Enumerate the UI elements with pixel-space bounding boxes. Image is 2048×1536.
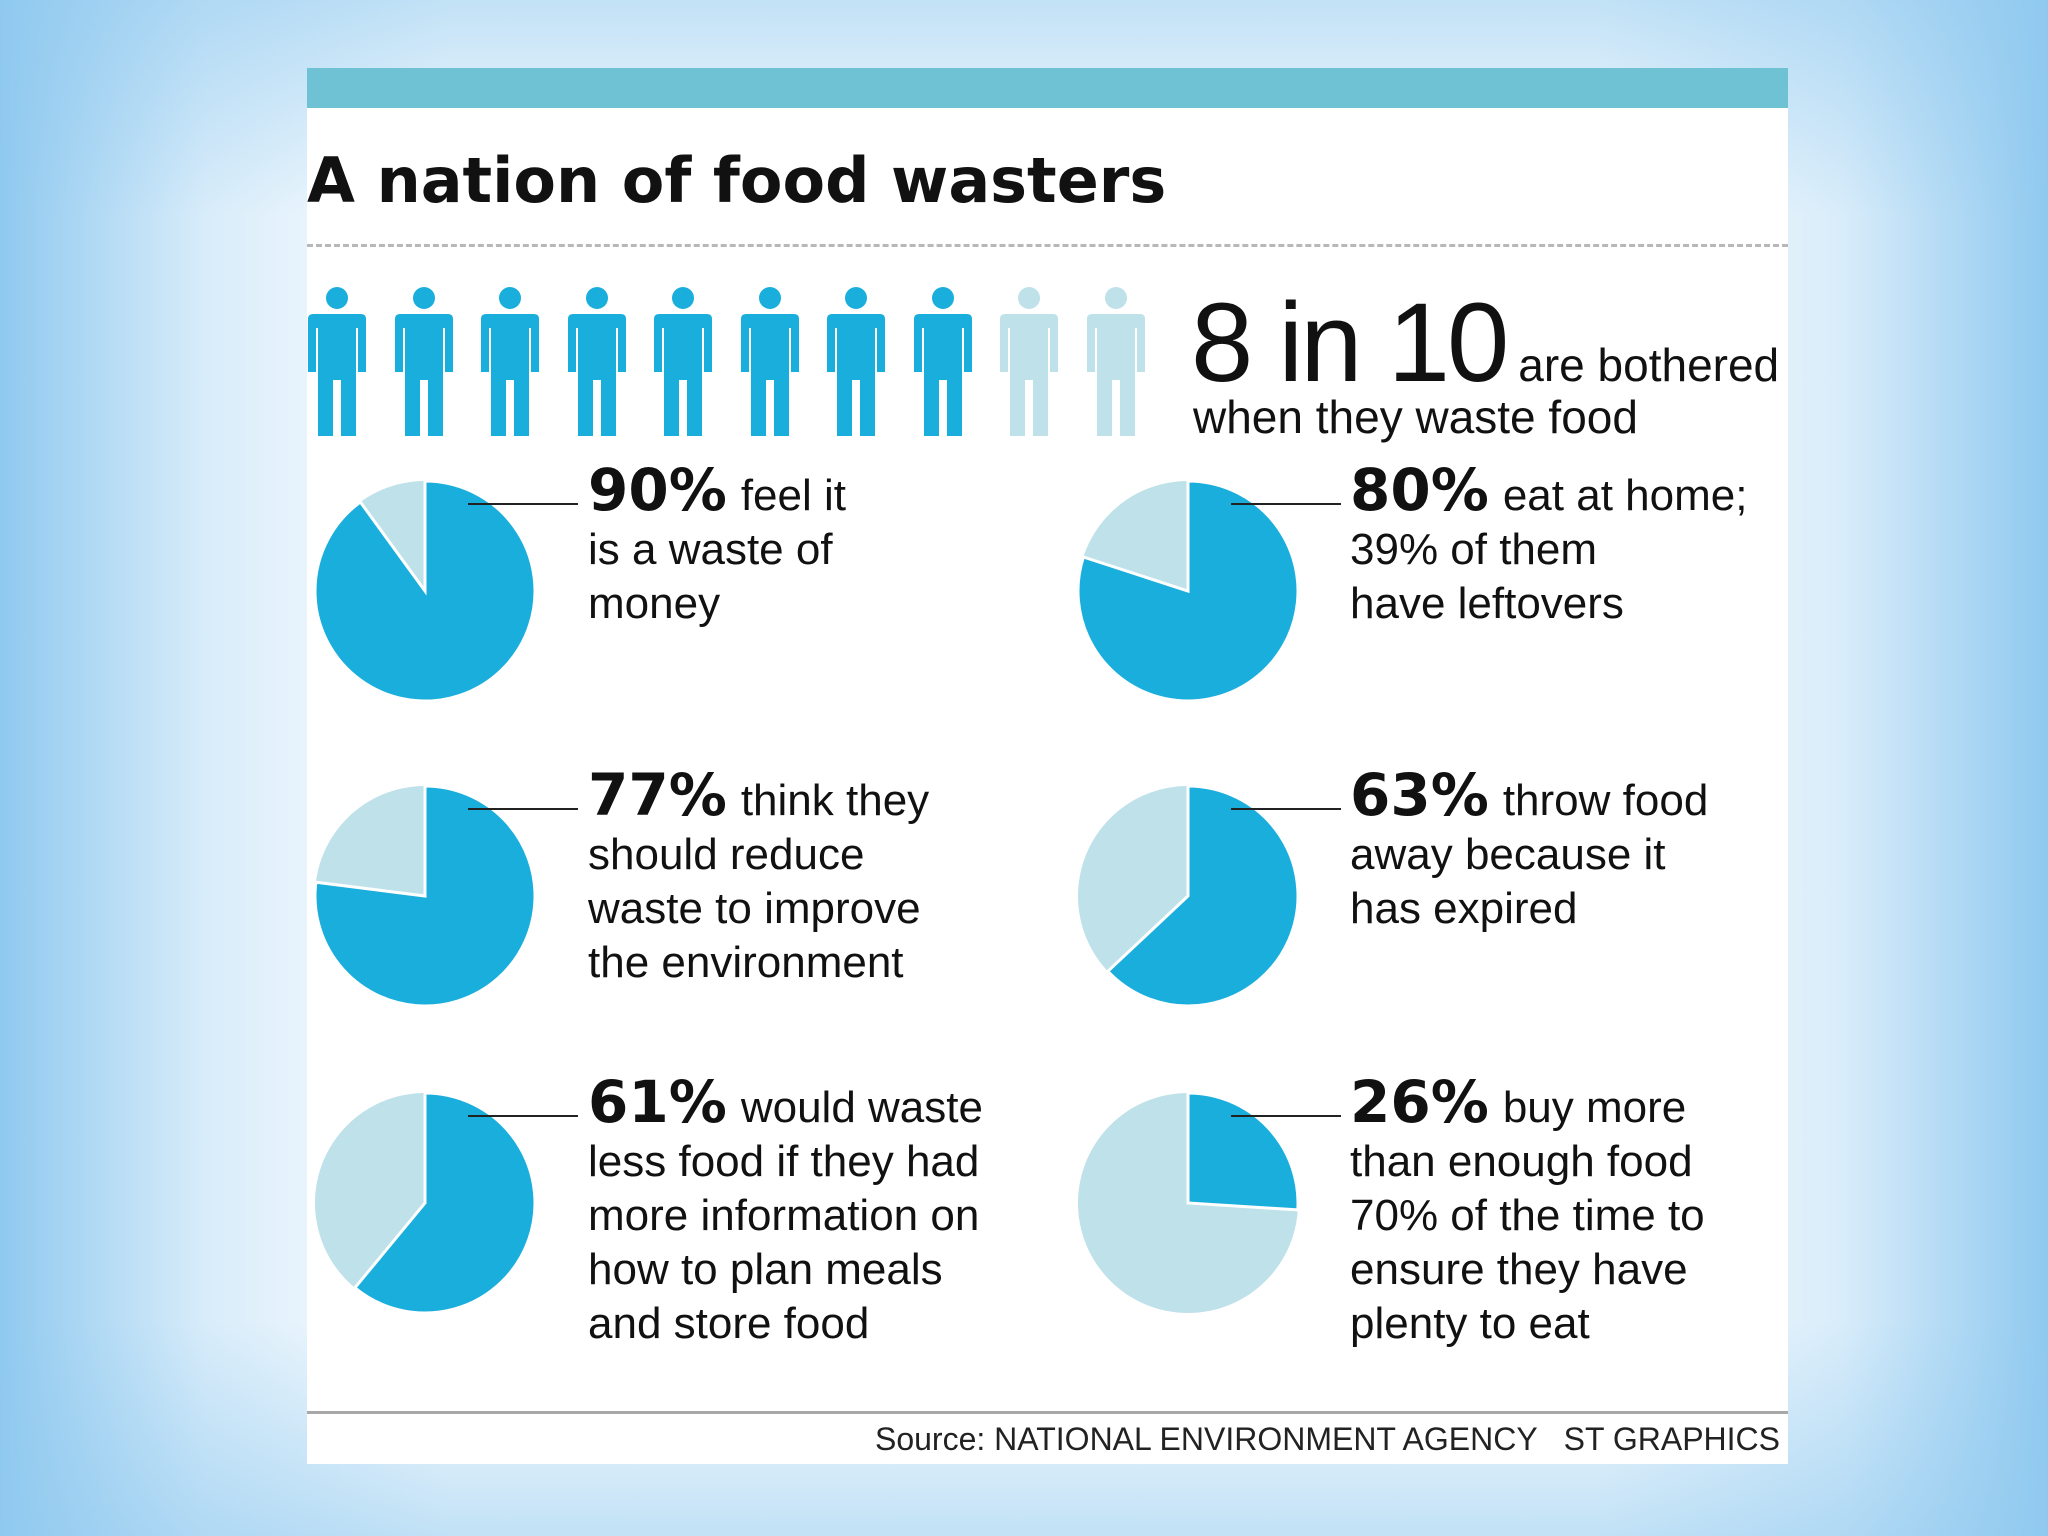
pie-caption-line: and store food	[588, 1299, 870, 1348]
person-icon	[740, 287, 799, 436]
pie-caption-line: buy more	[1502, 1083, 1687, 1132]
person-icon	[308, 287, 366, 436]
pie-chart-26	[1078, 1091, 1300, 1313]
person-icon	[1000, 287, 1058, 436]
pie-caption-line: is a waste of	[588, 525, 833, 574]
pie-caption-line: eat at home;	[1502, 471, 1748, 520]
pie-caption: 26% buy more than enough food 70% of the ti…	[1350, 1073, 1790, 1351]
pie-caption: 77% think they should reduce waste to impro…	[588, 766, 1028, 990]
pie-percent-label: 90%	[588, 456, 727, 524]
pie-chart-63	[1078, 784, 1300, 1008]
pie-percent-label: 61%	[588, 1068, 727, 1136]
dashed-divider	[307, 244, 1788, 247]
infographic-card: A nation of food wasters 8 in 10 are both…	[307, 68, 1788, 1464]
person-icon	[827, 287, 885, 436]
pie-value-slice	[313, 479, 537, 703]
person-icon	[567, 287, 626, 436]
pie-caption-line: 70% of the time to	[1350, 1191, 1705, 1240]
pie-caption: 63% throw food away because it has expired	[1350, 766, 1790, 936]
pie-caption-line: would waste	[740, 1083, 983, 1132]
headline-stat-text: are bothered	[1518, 339, 1780, 391]
pie-caption-line: than enough food	[1350, 1137, 1693, 1186]
top-accent-bar	[307, 68, 1788, 108]
footer: Source: NATIONAL ENVIRONMENT AGENCY ST GR…	[875, 1421, 1780, 1458]
pie-caption-line: the environment	[588, 938, 904, 987]
pie-caption: 80% eat at home; 39% of them have leftovers	[1350, 461, 1790, 631]
headline-stat-line2: when they waste food	[1193, 391, 1638, 443]
leader-line	[1231, 1115, 1341, 1117]
footer-divider	[307, 1411, 1788, 1414]
pie-percent-label: 63%	[1350, 761, 1489, 829]
pie-value-slice	[1186, 1091, 1300, 1212]
person-icon	[654, 287, 712, 436]
pie-caption-line: more information on	[588, 1191, 980, 1240]
pie-chart-80	[1076, 479, 1300, 703]
person-icon	[913, 287, 972, 436]
pie-value-slice	[313, 784, 537, 1008]
source-text: Source: NATIONAL ENVIRONMENT AGENCY	[874, 1421, 1538, 1457]
leader-line	[468, 1115, 578, 1117]
people-pictograph	[307, 286, 1147, 511]
pie-caption-line: has expired	[1350, 884, 1578, 933]
headline-stat: 8 in 10 are bothered	[1191, 278, 1779, 407]
leader-line	[1231, 808, 1341, 810]
pie-percent-label: 26%	[1350, 1068, 1489, 1136]
pie-percent-label: 80%	[1350, 456, 1489, 524]
pie-value-slice	[352, 1091, 537, 1315]
pie-value-slice	[1105, 784, 1300, 1008]
pie-percent-label: 77%	[588, 761, 727, 829]
pie-chart-90	[313, 479, 537, 703]
pie-caption-line: how to plan meals	[588, 1245, 943, 1294]
person-icon	[1086, 287, 1145, 436]
pie-caption-line: ensure they have	[1350, 1245, 1688, 1294]
infographic-title: A nation of food wasters	[307, 144, 1167, 217]
credit-text: ST GRAPHICS	[1563, 1421, 1780, 1457]
pie-caption-line: waste to improve	[588, 884, 921, 933]
leader-line	[1231, 503, 1341, 505]
pie-caption-line: think they	[740, 776, 930, 825]
pie-caption-line: have leftovers	[1350, 579, 1624, 628]
pie-caption-line: away because it	[1350, 830, 1666, 879]
headline-stat-value: 8 in 10	[1191, 280, 1509, 405]
pie-caption-line: throw food	[1502, 776, 1709, 825]
pie-caption: 90% feel it is a waste of money	[588, 461, 1028, 631]
pie-chart-61	[315, 1091, 537, 1315]
person-icon	[394, 287, 453, 436]
pie-caption-line: less food if they had	[588, 1137, 980, 1186]
pie-value-slice	[1076, 479, 1300, 703]
leader-line	[468, 808, 578, 810]
pie-caption: 61% would waste less food if they had more …	[588, 1073, 1028, 1351]
pie-caption-line: money	[588, 579, 721, 628]
pie-chart-77	[313, 784, 537, 1008]
pie-caption-line: feel it	[740, 471, 846, 520]
pie-caption-line: plenty to eat	[1350, 1299, 1590, 1348]
leader-line	[468, 503, 578, 505]
pie-caption-line: 39% of them	[1350, 525, 1598, 574]
person-icon	[481, 287, 539, 436]
pie-caption-line: should reduce	[588, 830, 865, 879]
